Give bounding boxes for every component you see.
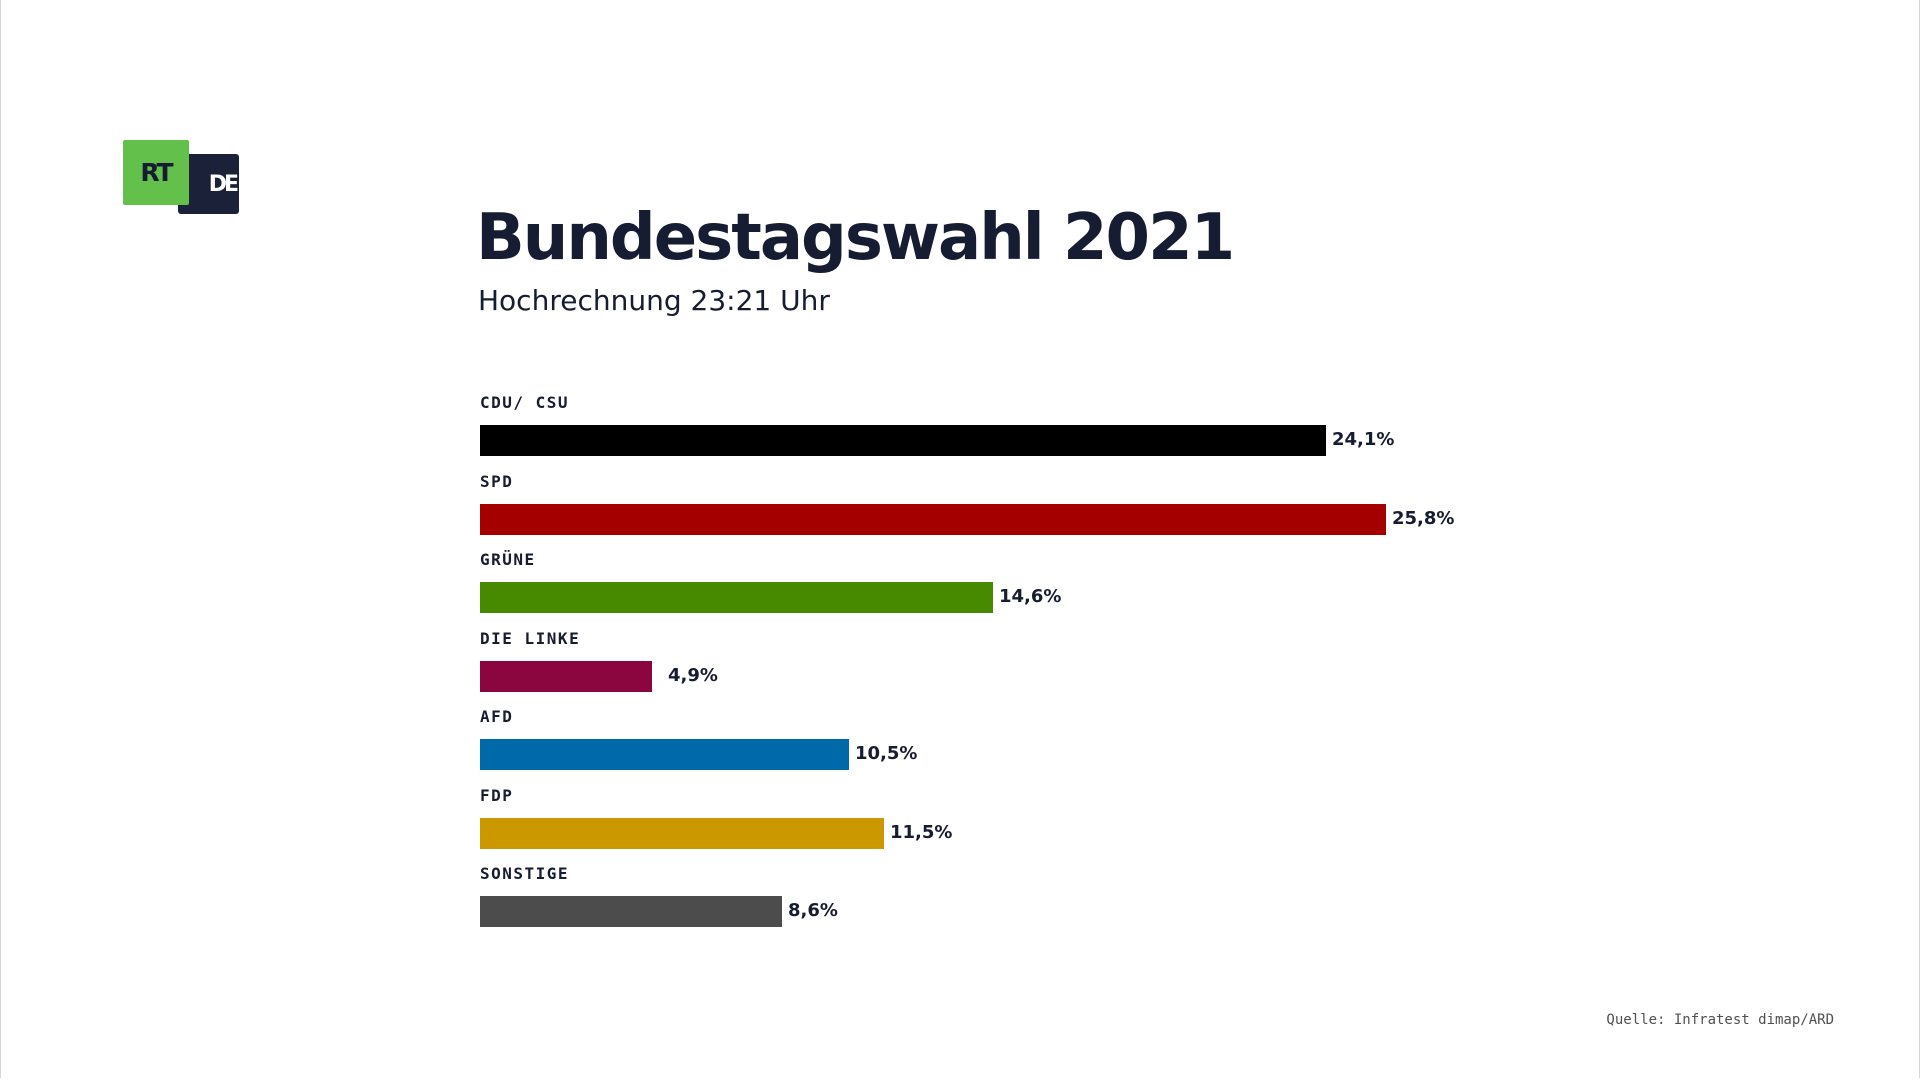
rt-de-logo: RT DE bbox=[123, 140, 239, 214]
chart-title: Bundestagswahl 2021 bbox=[476, 201, 1235, 275]
logo-rt-block: RT bbox=[123, 140, 189, 205]
chart-subtitle: Hochrechnung 23:21 Uhr bbox=[478, 284, 830, 317]
source-note: Quelle: Infratest dimap/ARD bbox=[1606, 1012, 1834, 1028]
